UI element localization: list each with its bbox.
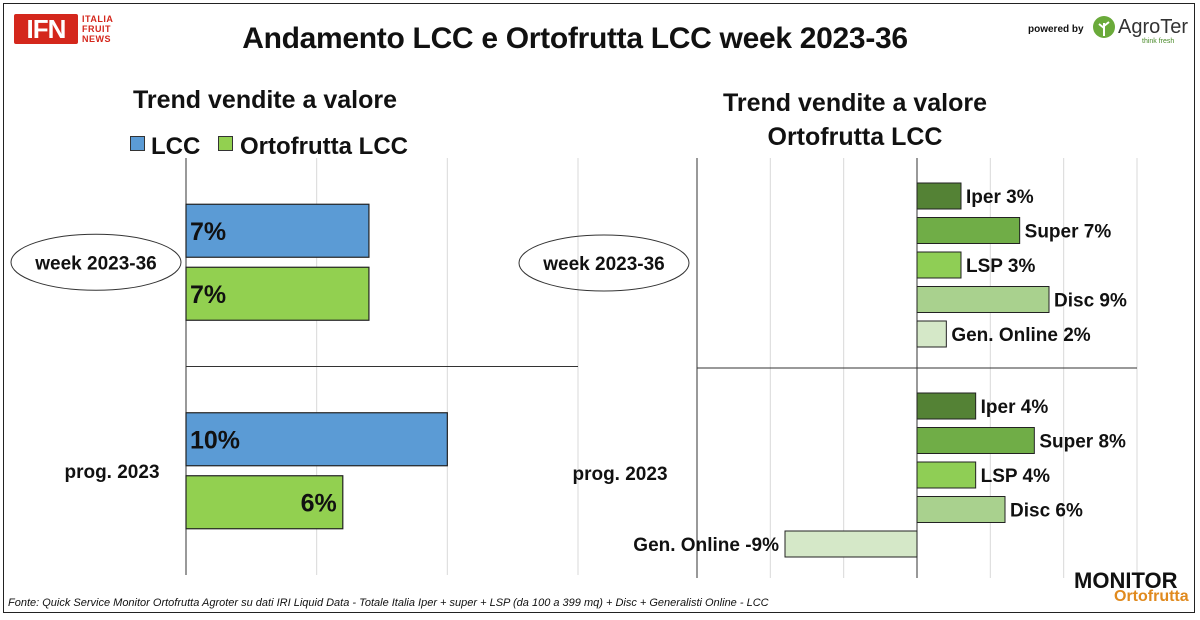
left-chart-title: Trend vendite a valore — [133, 86, 397, 114]
data-label-ortofrutta-lcc-prog-2023: 6% — [301, 489, 337, 517]
bar-lcc-prog-2023 — [185, 412, 448, 467]
bar-gen-online-prog-2023 — [784, 530, 918, 558]
source-note: Fonte: Quick Service Monitor Ortofrutta … — [8, 597, 769, 609]
data-label-lsp-prog-2023: LSP 4% — [981, 466, 1050, 487]
ifn-sub-line-1: ITALIA — [82, 14, 114, 24]
bar-iper-prog-2023 — [916, 392, 977, 420]
bar-super-week-2023-36 — [916, 217, 1021, 244]
data-label-gen-online-week-2023-36: Gen. Online 2% — [951, 325, 1090, 346]
powered-by-label: powered by — [1028, 24, 1084, 35]
monitor-ortofrutta-logo: MONITOR Ortofrutta — [1074, 568, 1194, 608]
bar-ortofrutta-lcc-prog-2023 — [185, 475, 344, 530]
right-chart-title-line-2: Ortofrutta LCC — [767, 123, 943, 151]
right-chart-title: Trend vendite a valore Ortofrutta LCC — [660, 86, 1050, 154]
bar-lsp-prog-2023 — [916, 461, 977, 489]
data-label-lcc-week-2023-36: 7% — [190, 218, 226, 246]
agroter-leaf-icon — [1093, 16, 1115, 38]
bar-lcc-week-2023-36 — [185, 203, 370, 258]
bar-ortofrutta-lcc-week-2023-36 — [185, 266, 370, 321]
data-label-disc-prog-2023: Disc 6% — [1010, 501, 1083, 522]
data-label-ortofrutta-lcc-week-2023-36: 7% — [190, 281, 226, 309]
category-label-right-week-2023-36: week 2023-36 — [542, 254, 665, 275]
bar-lsp-week-2023-36 — [916, 251, 962, 279]
bar-disc-week-2023-36 — [916, 286, 1050, 313]
data-label-lsp-week-2023-36: LSP 3% — [966, 256, 1035, 277]
data-label-lcc-prog-2023: 10% — [190, 426, 240, 454]
bar-iper-week-2023-36 — [916, 182, 962, 210]
data-label-super-week-2023-36: Super 7% — [1025, 222, 1112, 243]
bar-gen-online-week-2023-36 — [916, 320, 947, 348]
category-highlight-ellipse-left — [10, 233, 182, 291]
legend-label-ortofrutta: Ortofrutta LCC — [240, 133, 408, 160]
right-chart-title-line-1: Trend vendite a valore — [723, 89, 987, 117]
data-label-disc-week-2023-36: Disc 9% — [1054, 291, 1127, 312]
monitor-logo-top: MONITOR — [1074, 568, 1178, 593]
data-label-iper-week-2023-36: Iper 3% — [966, 187, 1034, 208]
data-label-iper-prog-2023: Iper 4% — [981, 397, 1049, 418]
legend-label-lcc: LCC — [151, 133, 201, 160]
agroter-logo: AgroTer think fresh — [1092, 14, 1192, 45]
monitor-logo-bottom: Ortofrutta — [1114, 588, 1189, 605]
data-label-super-prog-2023: Super 8% — [1039, 432, 1126, 453]
ifn-logo: IFN ITALIA FRUIT NEWS — [14, 14, 134, 46]
ifn-sub-line-2: FRUIT — [82, 24, 111, 34]
category-label-right-prog-2023: prog. 2023 — [572, 464, 667, 485]
data-label-gen-online-prog-2023: Gen. Online -9% — [633, 535, 779, 556]
category-highlight-ellipse-right — [518, 234, 690, 292]
ifn-logo-mark: IFN — [14, 14, 78, 44]
agroter-name: AgroTer — [1118, 16, 1189, 38]
legend-swatch-lcc — [130, 136, 145, 151]
category-label-left-prog-2023: prog. 2023 — [64, 462, 159, 483]
ifn-sub-line-3: NEWS — [82, 34, 111, 44]
legend-swatch-ortofrutta — [218, 136, 233, 151]
agroter-tagline: think fresh — [1142, 38, 1175, 45]
category-label-left-week-2023-36: week 2023-36 — [34, 253, 157, 274]
bar-super-prog-2023 — [916, 427, 1035, 454]
page-title: Andamento LCC e Ortofrutta LCC week 2023… — [242, 22, 908, 55]
ifn-logo-subtitle: ITALIA FRUIT NEWS — [82, 14, 113, 44]
bar-disc-prog-2023 — [916, 496, 1006, 523]
